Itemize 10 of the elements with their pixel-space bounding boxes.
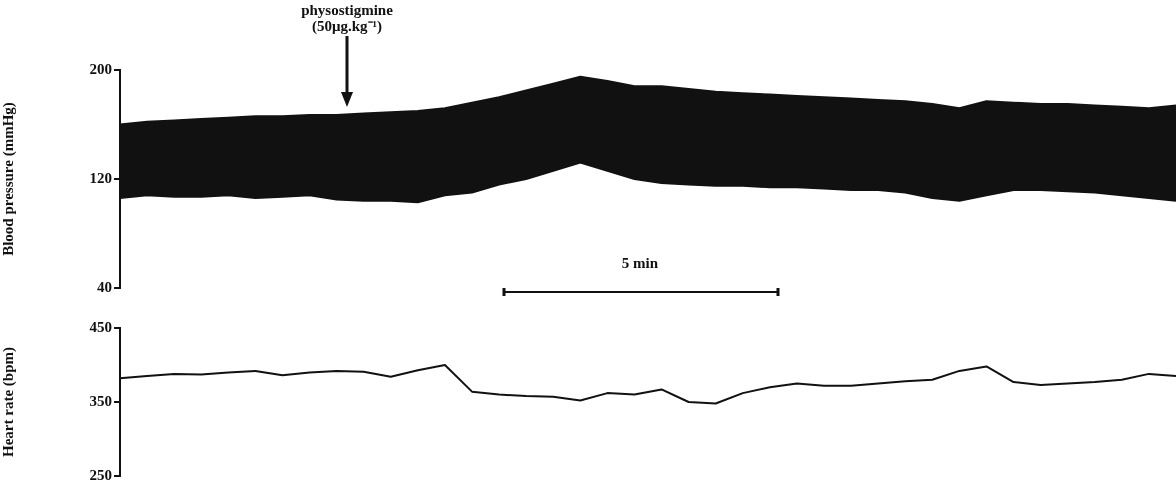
- y-tick-label: 450: [89, 318, 112, 335]
- y-axis-title: Heart rate (bpm): [0, 347, 17, 457]
- y-tick-label: 350: [89, 392, 112, 409]
- text: physostigmine (50μg.kg⁻¹): [300, 2, 394, 34]
- y-tick-label: 120: [89, 169, 112, 186]
- y-tick-label: 250: [89, 466, 112, 483]
- y-tick-label: 40: [97, 278, 112, 295]
- y-axis-title: Blood pressure (mmHg): [0, 102, 17, 256]
- y-tick-label: 200: [89, 60, 112, 77]
- annotation: 5 min: [620, 255, 660, 271]
